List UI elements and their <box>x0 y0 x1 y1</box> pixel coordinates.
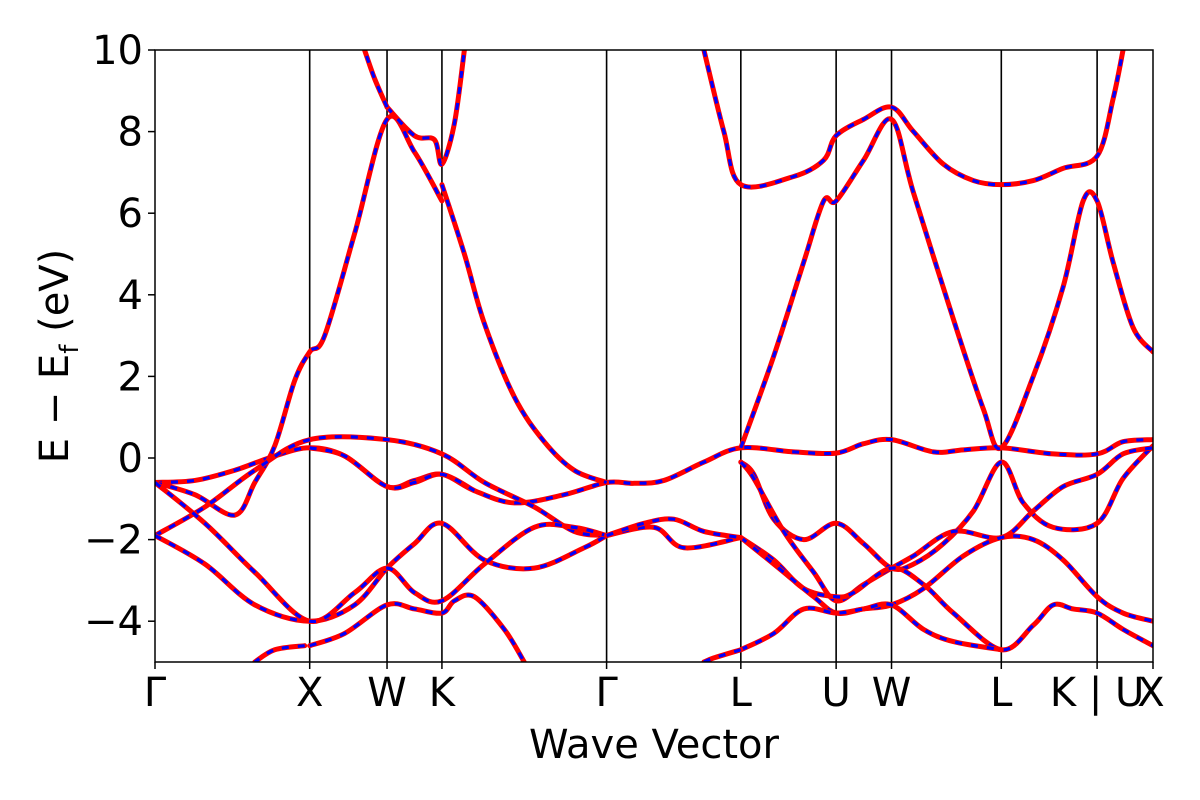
band-16-blue-dashed <box>739 534 1153 623</box>
kpoint-divider-lines <box>308 50 1098 662</box>
y-tick-label-3: 2 <box>118 354 143 400</box>
x-tick-label-1: X <box>296 670 323 716</box>
band-9-blue-dashed <box>363 50 389 108</box>
x-tick-label-9: K | U <box>1050 670 1144 716</box>
y-tick-label-1: −2 <box>84 518 143 564</box>
x-tick-label-2: W <box>367 670 407 716</box>
band-19-blue-dashed <box>606 517 742 540</box>
band-5-blue-dashed <box>309 446 476 493</box>
y-axis-title-unit: (eV) <box>32 249 78 345</box>
band-4-red <box>155 479 610 624</box>
y-axis-title-subscript: f <box>55 344 85 354</box>
band-14-blue-dashed <box>739 446 1153 603</box>
x-tick-label-10: X <box>1137 670 1164 716</box>
band-10-red <box>439 182 610 485</box>
band-5-red <box>307 445 477 494</box>
y-tick-label-0: −4 <box>84 599 143 645</box>
band-4-blue-dashed <box>155 481 608 623</box>
y-axis-title-main: E − E <box>32 354 78 464</box>
band-6-blue-dashed <box>309 593 526 662</box>
band-17-red <box>738 601 1004 653</box>
band-15-blue-dashed <box>739 536 1153 652</box>
band-12-blue-dashed <box>739 117 1153 451</box>
band-7-blue-dashed <box>253 644 305 662</box>
x-tick-label-4: Γ <box>595 670 618 716</box>
band-1-blue-dashed <box>155 114 444 517</box>
y-tick-label-2: 0 <box>118 436 143 482</box>
x-tick-label-8: L <box>990 670 1013 716</box>
band-10-blue-dashed <box>440 184 608 484</box>
band-8-red <box>384 50 467 167</box>
plot-frame <box>154 49 1154 663</box>
band-1-red <box>155 113 445 518</box>
band-2-red <box>155 434 610 539</box>
band-13-red <box>738 443 1153 573</box>
band-11-blue-dashed <box>702 50 1125 189</box>
band-17-blue-dashed <box>740 602 1002 652</box>
y-axis-title: E − Ef (eV) <box>32 249 85 464</box>
band-7-red <box>252 643 308 662</box>
x-tick-label-5: L <box>730 670 753 716</box>
band-8-blue-dashed <box>385 50 466 166</box>
y-tick-label-4: 4 <box>118 273 143 319</box>
band-3-blue-dashed <box>155 521 608 623</box>
y-tick-label-7: 10 <box>92 28 143 74</box>
x-tick-label-7: W <box>872 670 912 716</box>
x-tick-label-6: U <box>821 670 850 716</box>
band-20-blue-dashed <box>703 648 742 662</box>
band-lines <box>155 50 1153 662</box>
y-tick-label-6: 8 <box>118 110 143 156</box>
y-tick-label-5: 6 <box>118 191 143 237</box>
x-tick-label-3: K <box>429 670 457 716</box>
band-11-red <box>701 50 1126 190</box>
y-axis-ticks: −4 −2 0 2 4 6 8 10 <box>84 28 155 645</box>
x-tick-label-0: Γ <box>144 670 167 716</box>
x-axis-title: Wave Vector <box>529 722 780 768</box>
band-13-blue-dashed <box>739 444 1153 572</box>
